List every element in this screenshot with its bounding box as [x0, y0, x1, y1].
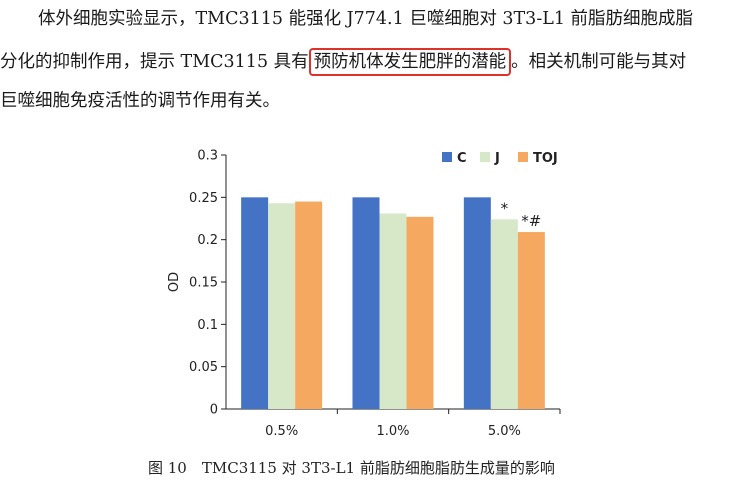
x-tick-label: 1.0%	[376, 424, 409, 439]
significance-mark: *	[501, 199, 509, 217]
paragraph-line-2-end: 。相关机制可能与其对	[511, 52, 687, 72]
bar-toj-3	[517, 232, 545, 409]
legend-swatch-c	[442, 152, 452, 162]
od-bar-chart: 0 0.05 0.1 0.15 0.2 0.25 0.3 OD 0.5% 1.0% 5.0% * *# C…	[150, 140, 590, 445]
chart-canvas: 0 0.05 0.1 0.15 0.2 0.25 0.3 OD 0.5% 1.0% 5.0% * *# C…	[167, 149, 561, 439]
bar-j-3	[490, 219, 518, 409]
significance-mark: *#	[521, 212, 541, 230]
highlighted-phrase: 预防机体发生肥胖的潜能	[308, 48, 512, 76]
legend-swatch-toj	[518, 152, 528, 162]
legend-swatch-j	[480, 152, 490, 162]
y-axis-label: OD	[167, 272, 182, 292]
bar-c-3	[463, 197, 491, 409]
y-tick-label: 0.05	[189, 360, 218, 375]
bar-c-1	[241, 197, 269, 409]
paragraph-line-3: 巨噬细胞免疫活性的调节作用有关。	[0, 91, 280, 111]
bar-toj-1	[295, 201, 323, 409]
paragraph-line-2-start: 分化的抑制作用，提示 TMC3115 具有	[0, 52, 309, 72]
bar-toj-2	[406, 216, 434, 409]
y-tick-label: 0.15	[189, 276, 218, 291]
legend-label-j: J	[494, 151, 500, 166]
figure-caption: 图 10 TMC3115 对 3T3-L1 前脂肪细胞脂肪生成量的影响	[148, 459, 555, 477]
bar-j-2	[379, 213, 407, 409]
x-tick-label: 0.5%	[265, 424, 298, 439]
paragraph-line-2: 分化的抑制作用，提示 TMC3115 具有 预防机体发生肥胖的潜能 。相关机制可能与…	[0, 48, 687, 76]
x-tick-label: 5.0%	[488, 424, 521, 439]
legend-label-toj: TOJ	[533, 151, 558, 166]
y-tick-label: 0.1	[197, 318, 218, 333]
y-tick-label: 0.2	[197, 233, 218, 248]
bar-j-1	[268, 203, 296, 409]
bar-c-2	[352, 197, 380, 409]
y-tick-label: 0	[210, 403, 218, 418]
legend-label-c: C	[457, 151, 467, 166]
y-tick-label: 0.25	[189, 191, 218, 206]
paragraph-line-1: 体外细胞实验显示，TMC3115 能强化 J774.1 巨噬细胞对 3T3-L1…	[38, 9, 694, 29]
y-tick-label: 0.3	[197, 149, 218, 164]
